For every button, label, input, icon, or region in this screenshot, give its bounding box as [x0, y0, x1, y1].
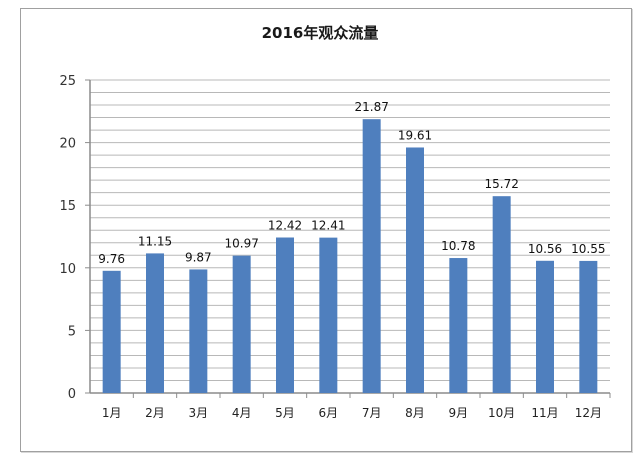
x-tick-label: 12月 — [575, 406, 602, 420]
axes — [85, 79, 611, 398]
x-tick-label: 2月 — [145, 406, 165, 420]
data-label: 11.15 — [138, 234, 172, 248]
x-tick-label: 3月 — [189, 406, 209, 420]
y-axis-ticks: 0 5 10 15 20 25 — [59, 74, 76, 402]
bar — [189, 269, 208, 393]
bar — [232, 255, 251, 393]
y-tick-label: 20 — [59, 137, 76, 152]
bar — [319, 237, 338, 393]
x-tick-label: 9月 — [449, 406, 469, 420]
data-label: 10.56 — [528, 242, 562, 256]
bar — [406, 147, 424, 393]
bar — [146, 253, 164, 393]
bar — [492, 196, 511, 393]
bar — [362, 119, 381, 394]
data-label: 10.78 — [441, 239, 475, 253]
bar — [102, 270, 121, 393]
data-label: 10.55 — [571, 242, 605, 256]
x-tick-label: 7月 — [362, 406, 382, 420]
data-label: 10.97 — [224, 237, 258, 251]
x-tick-label: 10月 — [488, 406, 515, 420]
y-tick-label: 15 — [59, 199, 76, 214]
x-tick-label: 6月 — [319, 406, 339, 420]
x-tick-label: 8月 — [405, 406, 425, 420]
x-tick-label: 4月 — [232, 406, 252, 420]
bars — [102, 119, 598, 394]
data-label: 19.61 — [398, 128, 432, 142]
x-tick-label: 1月 — [102, 406, 122, 420]
y-tick-label: 5 — [68, 324, 76, 339]
bar — [449, 258, 468, 393]
data-label: 21.87 — [354, 100, 388, 114]
data-label: 15.72 — [484, 177, 518, 191]
y-tick-label: 10 — [59, 262, 76, 277]
x-tick-label: 11月 — [531, 406, 558, 420]
y-tick-label: 0 — [68, 387, 76, 402]
data-labels: 9.76 11.15 9.87 10.97 12.42 12.41 21.87 19.61 10… — [98, 100, 605, 266]
y-tick-label: 25 — [59, 74, 76, 89]
gridlines — [90, 79, 610, 381]
data-label: 9.76 — [98, 252, 125, 266]
data-label: 12.41 — [311, 219, 345, 233]
bar — [536, 260, 554, 393]
data-label: 9.87 — [185, 250, 212, 264]
bar — [579, 260, 598, 393]
data-label: 12.42 — [268, 219, 302, 233]
x-tick-label: 5月 — [275, 406, 295, 420]
x-axis-ticks: 1月 2月 3月 4月 5月 6月 7月 8月 9月 10月 11月 12月 — [102, 406, 602, 420]
bar — [276, 237, 294, 393]
chart-title: 2016年观众流量 — [261, 24, 379, 42]
